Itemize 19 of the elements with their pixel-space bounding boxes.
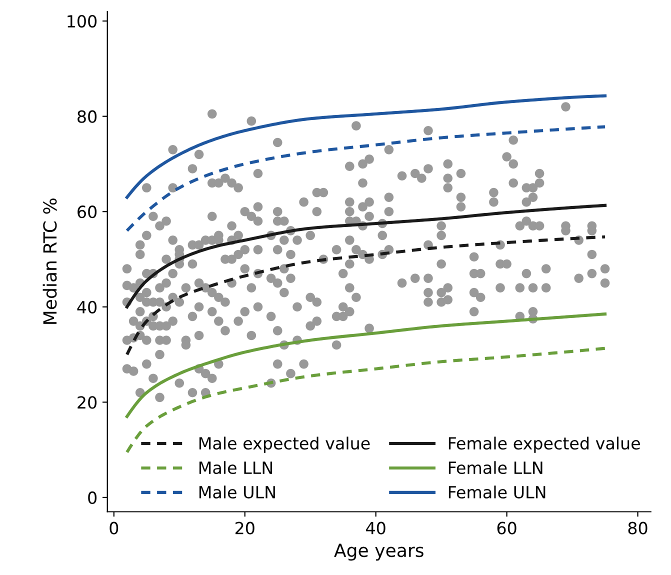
legend-label: Female ULN xyxy=(448,486,546,499)
x-tick-label: 60 xyxy=(497,522,516,534)
x-tick-label: 0 xyxy=(110,522,118,534)
y-tick-label: 60 xyxy=(78,206,97,218)
y-tick-label: 0 xyxy=(88,491,97,504)
legend-label: Male LLN xyxy=(199,461,272,474)
legend-label: Female LLN xyxy=(448,461,542,474)
x-tick-label: 40 xyxy=(366,522,386,534)
y-tick-label: 80 xyxy=(78,110,97,123)
legend-label: Female expected value xyxy=(448,436,640,453)
y-tick-label: 100 xyxy=(68,14,97,28)
y-tick-label: 20 xyxy=(78,396,97,409)
x-tick-label: 80 xyxy=(628,522,648,534)
x-axis-title: Age years xyxy=(334,544,424,561)
y-axis-title: Median RTC % xyxy=(42,198,57,324)
legend-label: Male ULN xyxy=(199,486,275,499)
legend-label: Male expected value xyxy=(199,436,370,453)
x-tick-label: 20 xyxy=(235,522,254,534)
y-tick-label: 40 xyxy=(77,300,97,314)
